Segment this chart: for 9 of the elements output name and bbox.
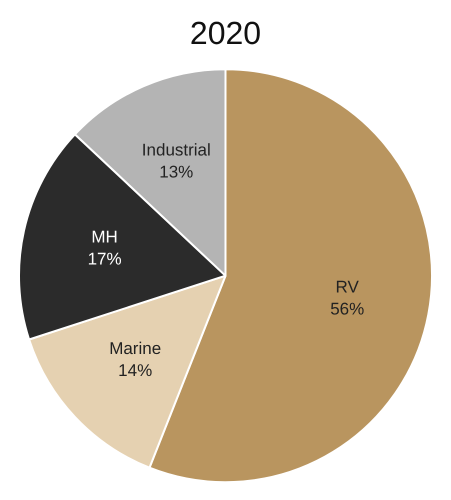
data-label: 56% [330, 300, 364, 319]
slice-label: Industrial [142, 140, 211, 160]
data-label: 13% [159, 162, 194, 182]
data-label: 17% [88, 249, 122, 268]
slice-label: MH [91, 227, 118, 246]
slice-label: RV [336, 278, 360, 297]
slice-label: Marine [109, 339, 162, 358]
chart-title: 2020 [190, 15, 262, 52]
data-label: 14% [118, 361, 152, 380]
